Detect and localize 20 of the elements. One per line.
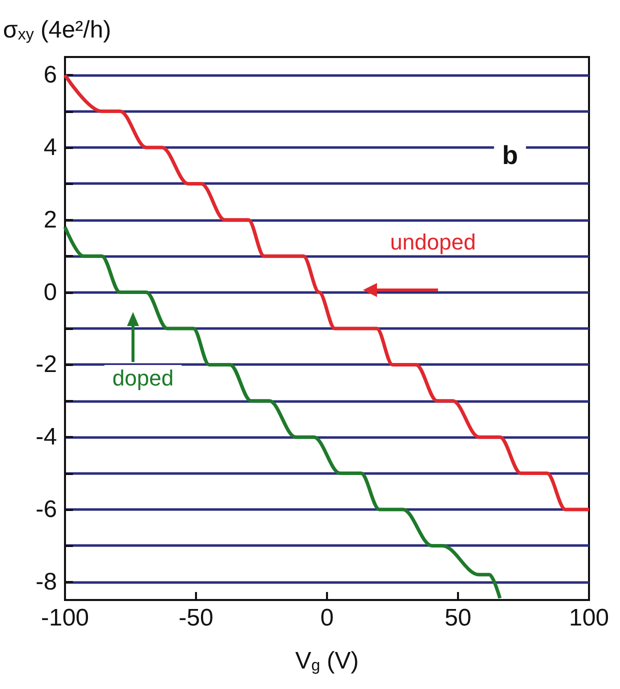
y-tick-label: -4 [36,424,57,451]
line-series [63,73,591,512]
y-tick-label: 0 [44,278,57,306]
x-tick-label: 0 [320,604,334,632]
x-axis-title: Vg (V) [295,648,359,674]
line-series [63,225,502,600]
annotation: undoped [390,230,476,254]
y-tick-label: -2 [36,351,57,378]
y-axis-title: σxy (4e²/h) [3,16,112,44]
x-tick-label: -100 [40,604,90,632]
x-tick-label: 50 [444,604,472,632]
annotation: doped [112,366,174,390]
y-tick-label: 4 [44,134,57,161]
x-tick-label: -50 [178,604,214,632]
y-tick-label: -6 [36,496,57,523]
y-tick-label: 6 [44,62,57,89]
y-tick-label: -8 [36,568,57,596]
annotation: b [502,140,518,170]
y-tick-label: 2 [44,206,57,234]
x-tick-label: 100 [568,604,610,632]
